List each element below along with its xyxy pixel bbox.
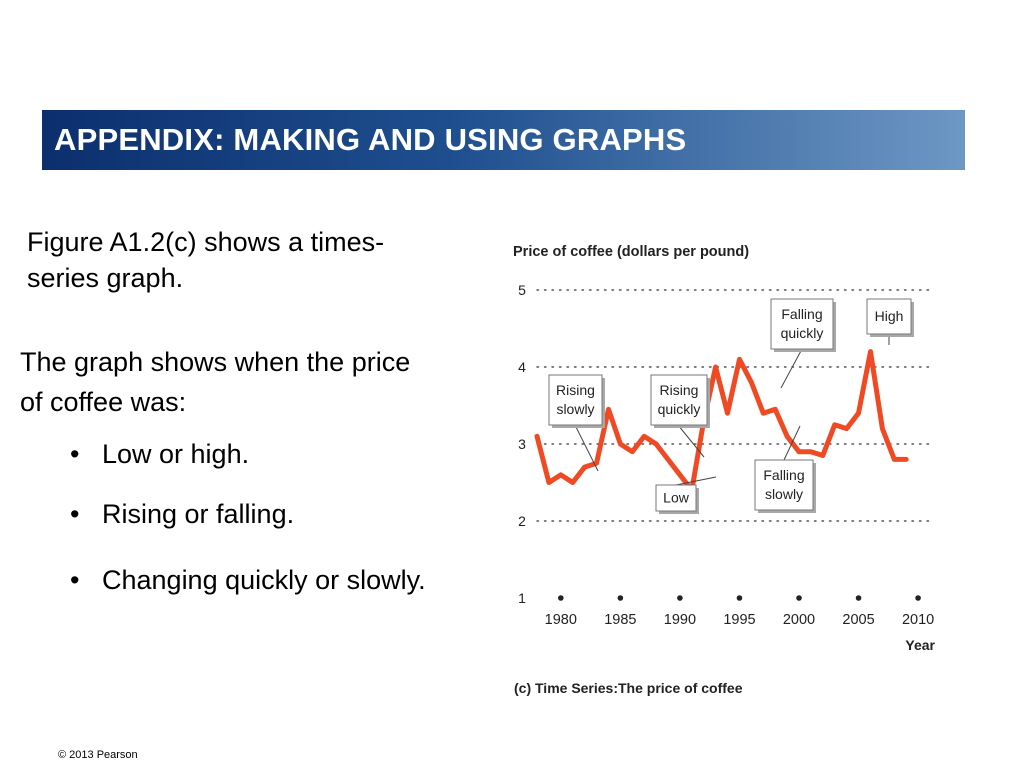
annotation-box	[866, 298, 912, 335]
annotation-text: Low	[663, 490, 690, 506]
x-axis: 1980 1985 1990 1995 2000 2005 2010	[545, 595, 934, 628]
annotation-label: Low	[655, 476, 717, 514]
annotation-box	[650, 374, 708, 426]
bullet-item: • Rising or falling.	[60, 494, 440, 534]
x-tick-label: 1980	[545, 612, 577, 628]
x-tick-mark	[558, 595, 564, 601]
bullet-item: • Changing quickly or slowly.	[60, 560, 440, 600]
annotation-leader-line	[780, 348, 803, 389]
annotation-leader-line	[574, 424, 599, 472]
bullet-dot-icon: •	[70, 565, 80, 595]
x-tick-label: 2000	[783, 612, 815, 628]
annotation-text: slowly	[556, 401, 594, 417]
coffee-price-chart: Price of coffee (dollars per pound) 1 2 3 4…	[513, 244, 936, 696]
bullet-dot-icon: •	[70, 499, 80, 529]
series-line	[534, 349, 909, 493]
x-tick-mark	[915, 595, 921, 601]
bullet-list: • Low or high. • Rising or falling. • Chang…	[60, 434, 440, 600]
annotation-text: High	[875, 308, 904, 324]
x-axis-label: Year	[905, 637, 935, 653]
annotation-box	[770, 298, 834, 350]
annotation-leader-line	[675, 476, 717, 486]
annotation-text: slowly	[765, 486, 803, 502]
y-tick-label: 2	[518, 513, 526, 529]
series-layer	[534, 349, 909, 493]
bullet-text: Rising or falling.	[102, 499, 295, 529]
x-tick-label: 1995	[723, 612, 755, 628]
title-bar: APPENDIX: MAKING AND USING GRAPHS	[42, 110, 965, 170]
annotation-leader-line	[783, 425, 801, 461]
x-tick-label: 2010	[902, 612, 934, 628]
chart-caption: (c) Time Series:The price of coffee	[514, 680, 743, 696]
annotation-text: Rising	[556, 382, 595, 398]
grid-layer	[536, 289, 931, 522]
bullet-item: • Low or high.	[60, 434, 440, 474]
x-tick-mark	[677, 595, 683, 601]
annotation-text: Falling	[763, 467, 804, 483]
x-tick-label: 1985	[604, 612, 636, 628]
annotation-label: Rising quickly	[650, 374, 710, 458]
intro-text: Figure A1.2(c) shows a times-series grap…	[27, 227, 385, 293]
annotation-label: Falling quickly	[770, 298, 836, 389]
x-tick-label: 1990	[664, 612, 696, 628]
annotation-leader-line	[677, 424, 705, 458]
lead-text: The graph shows when the price of coffee…	[20, 347, 411, 417]
annotation-text: Rising	[660, 382, 699, 398]
x-tick-mark	[736, 595, 743, 601]
y-tick-labels: 1 2 3 4 5	[518, 282, 526, 606]
annotation-text: quickly	[781, 325, 824, 341]
y-tick-label: 5	[518, 282, 526, 298]
bullet-text: Changing quickly or slowly.	[102, 565, 426, 595]
copyright-footer: © 2013 Pearson	[58, 749, 138, 761]
annotation-label: Falling slowly	[754, 425, 816, 513]
x-tick-mark	[855, 595, 862, 601]
slide-title: APPENDIX: MAKING AND USING GRAPHS	[54, 122, 687, 157]
annotation-text: quickly	[658, 401, 701, 417]
y-tick-label: 1	[518, 590, 526, 606]
annotation-layer: Rising slowly Rising quickly Falling quickly H…	[548, 298, 914, 514]
y-tick-label: 4	[518, 359, 526, 375]
chart-title: Price of coffee (dollars per pound)	[513, 244, 749, 260]
annotation-box	[655, 484, 697, 512]
annotation-box	[754, 459, 814, 511]
annotation-text: Falling	[781, 306, 822, 322]
annotation-label: Rising slowly	[548, 374, 605, 472]
annotation-label: High	[866, 298, 914, 345]
x-tick-label: 2005	[842, 612, 874, 628]
annotation-box	[548, 374, 603, 426]
x-tick-mark	[796, 595, 802, 601]
bullet-text: Low or high.	[102, 439, 250, 469]
bullet-dot-icon: •	[70, 439, 80, 469]
x-tick-mark	[617, 595, 624, 601]
y-tick-label: 3	[518, 436, 526, 452]
